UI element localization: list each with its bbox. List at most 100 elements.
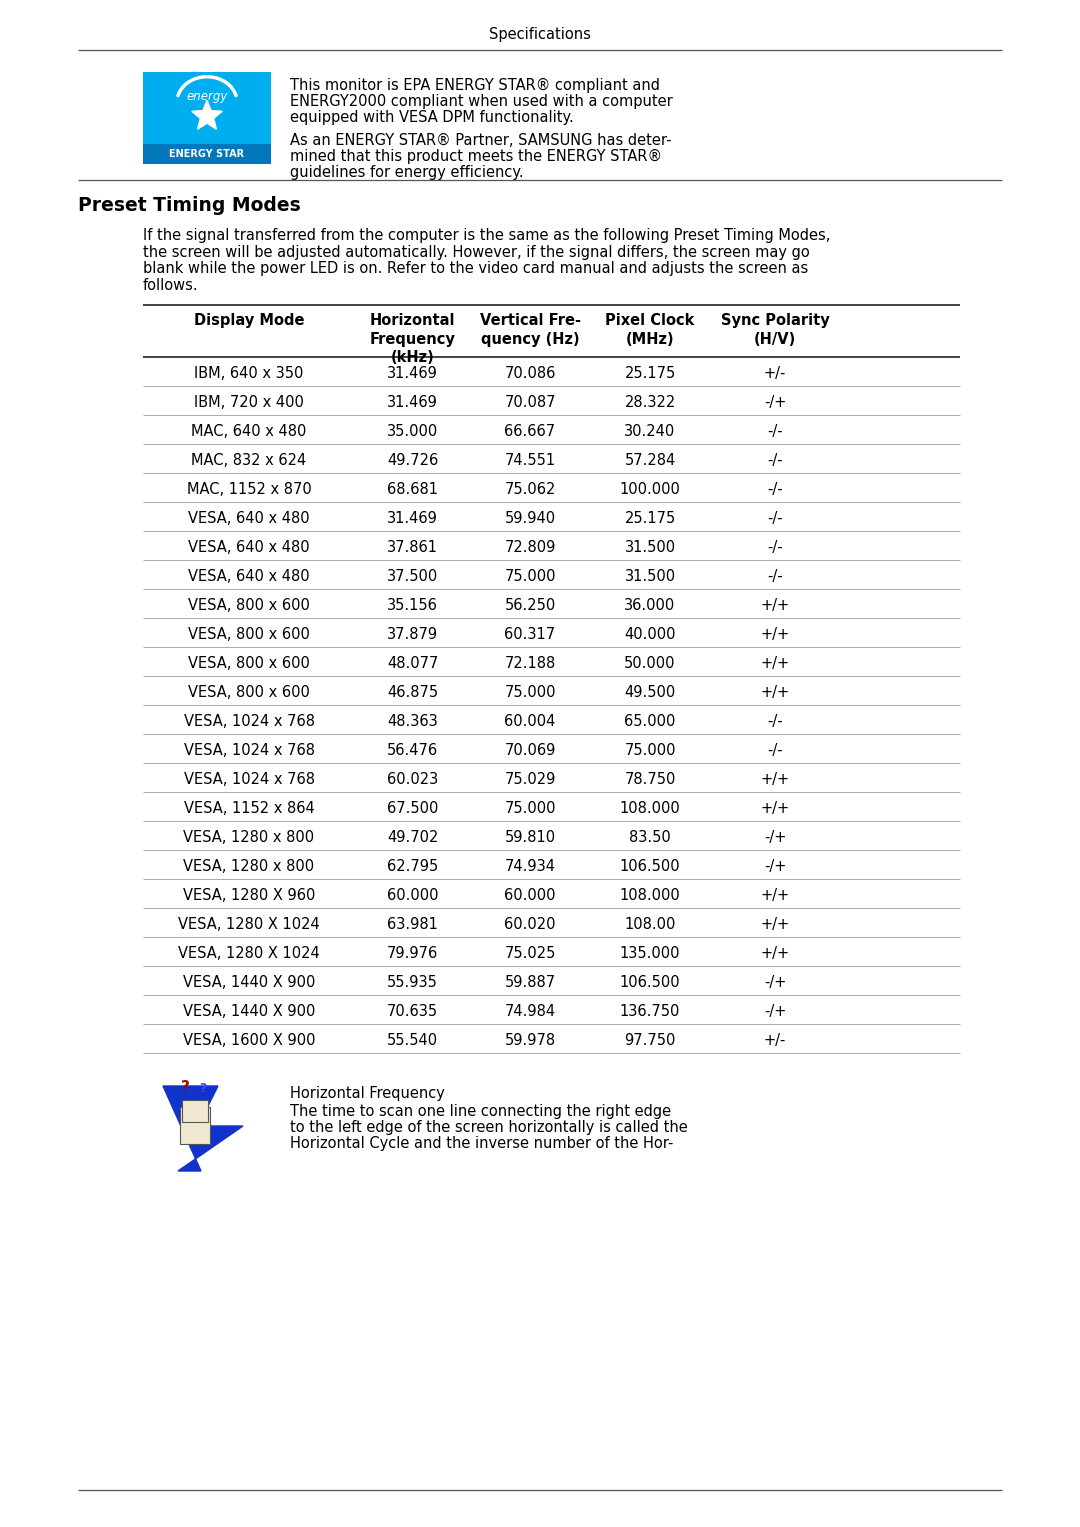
Text: VESA, 1024 x 768: VESA, 1024 x 768	[184, 744, 314, 757]
Text: 55.935: 55.935	[387, 976, 437, 989]
Text: -/-: -/-	[767, 541, 783, 554]
Text: VESA, 1280 X 1024: VESA, 1280 X 1024	[178, 947, 320, 960]
Text: 60.000: 60.000	[387, 889, 438, 902]
Text: +/-: +/-	[764, 366, 786, 382]
Text: 25.175: 25.175	[624, 512, 676, 525]
Text: VESA, 1280 X 1024: VESA, 1280 X 1024	[178, 918, 320, 931]
Text: +/+: +/+	[760, 599, 789, 612]
Text: -/-: -/-	[767, 512, 783, 525]
Text: -/-: -/-	[767, 570, 783, 583]
Text: 59.978: 59.978	[504, 1032, 555, 1048]
Text: 59.887: 59.887	[504, 976, 555, 989]
Text: ENERGY2000 compliant when used with a computer: ENERGY2000 compliant when used with a co…	[291, 95, 673, 108]
Text: 66.667: 66.667	[504, 425, 555, 438]
Text: 59.810: 59.810	[504, 831, 555, 844]
Text: VESA, 640 x 480: VESA, 640 x 480	[188, 541, 310, 554]
Text: 49.726: 49.726	[387, 454, 438, 467]
Text: energy: energy	[187, 90, 228, 102]
Text: ENERGY STAR: ENERGY STAR	[170, 150, 244, 159]
Text: 60.004: 60.004	[504, 715, 556, 728]
Text: -/-: -/-	[767, 744, 783, 757]
Text: guidelines for energy efficiency.: guidelines for energy efficiency.	[291, 165, 524, 180]
Text: 60.000: 60.000	[504, 889, 556, 902]
Text: +/+: +/+	[760, 628, 789, 641]
Text: 135.000: 135.000	[620, 947, 680, 960]
Text: 63.981: 63.981	[387, 918, 437, 931]
Text: 79.976: 79.976	[387, 947, 438, 960]
Text: IBM, 640 x 350: IBM, 640 x 350	[194, 366, 303, 382]
Text: 108.00: 108.00	[624, 918, 676, 931]
Text: 75.025: 75.025	[504, 947, 556, 960]
Text: 28.322: 28.322	[624, 395, 676, 411]
Text: Specifications: Specifications	[489, 26, 591, 41]
Text: +/+: +/+	[760, 918, 789, 931]
Text: MAC, 832 x 624: MAC, 832 x 624	[191, 454, 307, 467]
Text: If the signal transferred from the computer is the same as the following Preset : If the signal transferred from the compu…	[143, 228, 831, 243]
Text: +/+: +/+	[760, 802, 789, 815]
Text: 30.240: 30.240	[624, 425, 676, 438]
Text: 31.500: 31.500	[624, 541, 676, 554]
Text: 97.750: 97.750	[624, 1032, 676, 1048]
Text: Sync Polarity
(H/V): Sync Polarity (H/V)	[720, 313, 829, 347]
Text: +/+: +/+	[760, 889, 789, 902]
Text: -/-: -/-	[767, 715, 783, 728]
Text: 25.175: 25.175	[624, 366, 676, 382]
Text: 49.702: 49.702	[387, 831, 438, 844]
Text: 68.681: 68.681	[387, 483, 438, 496]
Text: As an ENERGY STAR® Partner, SAMSUNG has deter-: As an ENERGY STAR® Partner, SAMSUNG has …	[291, 133, 672, 148]
Text: VESA, 1024 x 768: VESA, 1024 x 768	[184, 773, 314, 786]
Text: This monitor is EPA ENERGY STAR® compliant and: This monitor is EPA ENERGY STAR® complia…	[291, 78, 660, 93]
Text: 37.500: 37.500	[387, 570, 438, 583]
Text: 50.000: 50.000	[624, 657, 676, 670]
Text: 36.000: 36.000	[624, 599, 676, 612]
Text: 136.750: 136.750	[620, 1003, 680, 1019]
Text: 60.317: 60.317	[504, 628, 555, 641]
Text: 48.363: 48.363	[387, 715, 437, 728]
Text: VESA, 800 x 600: VESA, 800 x 600	[188, 599, 310, 612]
Text: +/+: +/+	[760, 657, 789, 670]
Text: +/+: +/+	[760, 947, 789, 960]
Text: 55.540: 55.540	[387, 1032, 438, 1048]
Text: Horizontal Cycle and the inverse number of the Hor-: Horizontal Cycle and the inverse number …	[291, 1136, 673, 1151]
Polygon shape	[163, 1086, 243, 1171]
Text: 31.469: 31.469	[387, 395, 437, 411]
Text: 60.020: 60.020	[504, 918, 556, 931]
Text: Preset Timing Modes: Preset Timing Modes	[78, 195, 300, 215]
Text: 31.469: 31.469	[387, 512, 437, 525]
Text: -/-: -/-	[767, 483, 783, 496]
FancyBboxPatch shape	[143, 72, 271, 144]
Text: 108.000: 108.000	[620, 889, 680, 902]
Text: -/+: -/+	[764, 395, 786, 411]
Text: Vertical Fre-
quency (Hz): Vertical Fre- quency (Hz)	[480, 313, 581, 347]
Text: 31.500: 31.500	[624, 570, 676, 583]
Text: 72.188: 72.188	[504, 657, 555, 670]
Text: 62.795: 62.795	[387, 860, 438, 873]
Text: 74.934: 74.934	[504, 860, 555, 873]
Text: 75.000: 75.000	[504, 570, 556, 583]
Text: VESA, 800 x 600: VESA, 800 x 600	[188, 686, 310, 699]
Text: 56.476: 56.476	[387, 744, 438, 757]
Text: ?: ?	[200, 1083, 206, 1095]
Text: 75.000: 75.000	[504, 802, 556, 815]
Text: 67.500: 67.500	[387, 802, 438, 815]
Text: 78.750: 78.750	[624, 773, 676, 786]
Text: 75.062: 75.062	[504, 483, 556, 496]
Text: 72.809: 72.809	[504, 541, 556, 554]
Polygon shape	[192, 101, 222, 130]
Text: VESA, 640 x 480: VESA, 640 x 480	[188, 512, 310, 525]
Text: VESA, 1280 X 960: VESA, 1280 X 960	[183, 889, 315, 902]
Text: 70.069: 70.069	[504, 744, 556, 757]
Text: MAC, 640 x 480: MAC, 640 x 480	[191, 425, 307, 438]
Text: equipped with VESA DPM functionality.: equipped with VESA DPM functionality.	[291, 110, 573, 125]
Text: MAC, 1152 x 870: MAC, 1152 x 870	[187, 483, 311, 496]
Text: 75.029: 75.029	[504, 773, 556, 786]
Text: 59.940: 59.940	[504, 512, 555, 525]
Text: +/+: +/+	[760, 686, 789, 699]
Text: mined that this product meets the ENERGY STAR®: mined that this product meets the ENERGY…	[291, 150, 662, 163]
Text: 57.284: 57.284	[624, 454, 676, 467]
Text: 75.000: 75.000	[504, 686, 556, 699]
Text: -/+: -/+	[764, 1003, 786, 1019]
Text: 100.000: 100.000	[620, 483, 680, 496]
Text: The time to scan one line connecting the right edge: The time to scan one line connecting the…	[291, 1104, 671, 1119]
Text: blank while the power LED is on. Refer to the video card manual and adjusts the : blank while the power LED is on. Refer t…	[143, 261, 808, 276]
